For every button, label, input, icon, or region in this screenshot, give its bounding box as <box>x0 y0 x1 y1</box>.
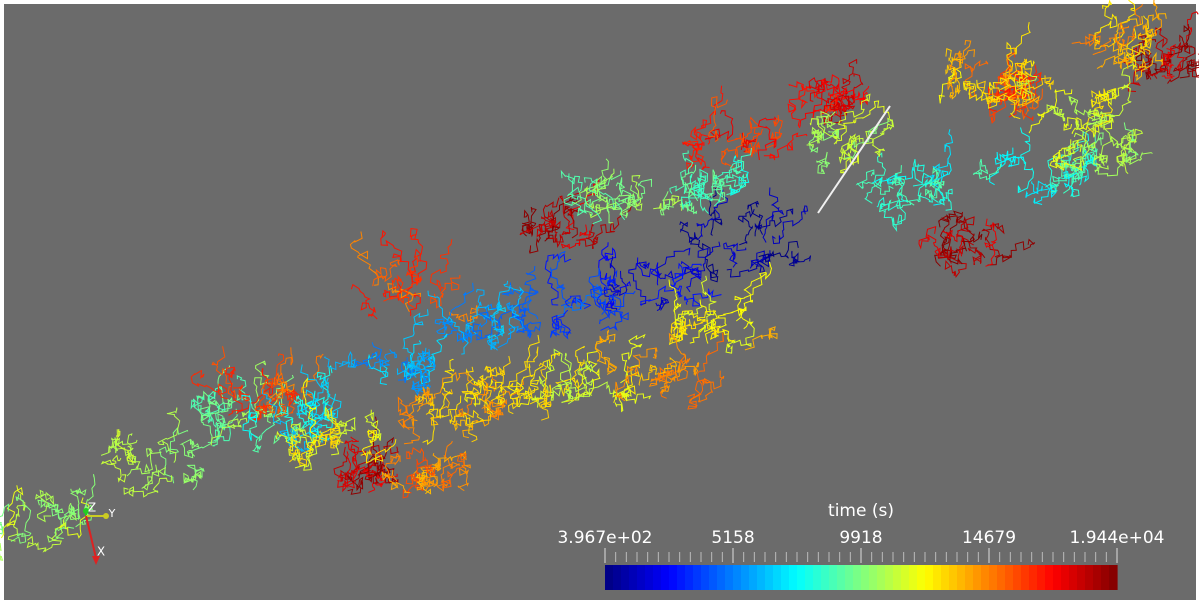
color-swatch <box>853 565 862 590</box>
axis-label: Y <box>108 507 116 520</box>
color-swatch <box>917 565 926 590</box>
color-swatch <box>933 565 942 590</box>
color-swatch <box>909 565 918 590</box>
color-swatch <box>669 565 678 590</box>
color-swatch <box>781 565 790 590</box>
color-swatch <box>813 565 822 590</box>
colorbar-title: time (s) <box>828 501 894 521</box>
color-swatch <box>861 565 870 590</box>
color-swatch <box>677 565 686 590</box>
axis-label: X <box>97 545 105 559</box>
color-swatch <box>693 565 702 590</box>
colorbar-tick-label: 14679 <box>962 528 1016 548</box>
colorbar-tick-label: 9918 <box>839 528 882 548</box>
colorbar-tick-label: 3.967e+02 <box>557 528 652 548</box>
color-swatch <box>789 565 798 590</box>
color-swatch <box>701 565 710 590</box>
color-swatch <box>869 565 878 590</box>
color-swatch <box>757 565 766 590</box>
color-swatch <box>885 565 894 590</box>
color-swatch <box>653 565 662 590</box>
color-swatch <box>749 565 758 590</box>
color-swatch <box>845 565 854 590</box>
color-swatch <box>661 565 670 590</box>
color-swatch <box>1061 565 1070 590</box>
color-swatch <box>973 565 982 590</box>
color-swatch <box>613 565 622 590</box>
color-swatch <box>893 565 902 590</box>
color-swatch <box>645 565 654 590</box>
color-swatch <box>821 565 830 590</box>
color-swatch <box>733 565 742 590</box>
color-swatch <box>957 565 966 590</box>
color-swatch <box>1037 565 1046 590</box>
color-swatch <box>1077 565 1086 590</box>
render-view: Z Y X time (s) 3.967e+02 5158 9918 14679 1.9… <box>0 0 1199 603</box>
color-swatch <box>877 565 886 590</box>
color-swatch <box>621 565 630 590</box>
color-swatch <box>725 565 734 590</box>
color-swatch <box>1021 565 1030 590</box>
color-swatch <box>605 565 614 590</box>
color-swatch <box>1101 565 1110 590</box>
color-swatch <box>1045 565 1054 590</box>
color-swatch <box>1093 565 1102 590</box>
color-swatch <box>797 565 806 590</box>
colorbar-tick-label: 5158 <box>711 528 754 548</box>
color-swatch <box>829 565 838 590</box>
color-swatch <box>941 565 950 590</box>
axis-label: Z <box>88 501 96 515</box>
color-swatch <box>629 565 638 590</box>
color-swatch <box>637 565 646 590</box>
color-swatch <box>709 565 718 590</box>
color-swatch <box>1069 565 1078 590</box>
color-swatch <box>1029 565 1038 590</box>
page: Z Y X time (s) 3.967e+02 5158 9918 14679 1.9… <box>0 0 1199 603</box>
color-swatch <box>965 565 974 590</box>
color-swatch <box>773 565 782 590</box>
color-swatch <box>1053 565 1062 590</box>
color-swatch <box>717 565 726 590</box>
color-swatch <box>1013 565 1022 590</box>
color-swatch <box>901 565 910 590</box>
color-swatch <box>989 565 998 590</box>
color-swatch <box>1109 565 1118 590</box>
color-swatch <box>685 565 694 590</box>
color-swatch <box>997 565 1006 590</box>
color-swatch <box>925 565 934 590</box>
color-swatch <box>1005 565 1014 590</box>
color-swatch <box>981 565 990 590</box>
color-swatch <box>1085 565 1094 590</box>
color-swatch <box>765 565 774 590</box>
color-swatch <box>805 565 814 590</box>
color-swatch <box>949 565 958 590</box>
color-swatch <box>837 565 846 590</box>
colorbar-tick-label: 1.944e+04 <box>1069 528 1164 548</box>
color-swatch <box>741 565 750 590</box>
